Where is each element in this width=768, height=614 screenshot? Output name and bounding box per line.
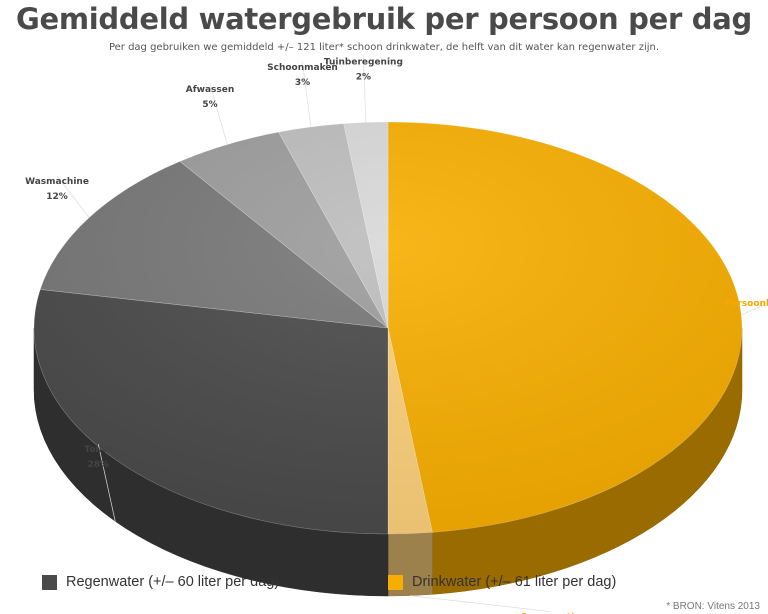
legend-label-regenwater: Regenwater (+/– 60 liter per dag)	[66, 574, 280, 590]
slice-label-wasmachine: Wasmachine	[25, 177, 89, 187]
page-title: Gemiddeld watergebruik per persoon per d…	[16, 2, 752, 36]
slice-label-consumptie: Consumptie	[520, 613, 580, 614]
slice-value-toilet: 28%	[88, 460, 110, 470]
legend-swatch-drinkwater	[388, 574, 403, 590]
legend-label-drinkwater: Drinkwater (+/– 61 liter per dag)	[412, 574, 617, 590]
slice-label-afwassen: Afwassen	[186, 85, 235, 95]
slice-label-schoonmaken: Schoonmaken	[267, 63, 338, 73]
leader-line-schoonmaken	[302, 62, 312, 128]
leader-line-tuinberegening	[363, 56, 367, 123]
slice-label-persoonlijke-hygi-ne: Persoonlijke hygiëne	[725, 299, 768, 309]
legend-swatch-regenwater	[42, 574, 57, 590]
slice-value-afwassen: 5%	[202, 100, 217, 110]
slice-value-wasmachine: 12%	[46, 192, 68, 202]
leader-line-afwassen	[209, 84, 228, 145]
leader-line-toilet	[97, 443, 116, 522]
slice-value-tuinberegening: 2%	[356, 73, 371, 83]
legend-item-drinkwater: Drinkwater (+/– 61 liter per dag)	[388, 574, 616, 590]
leader-line-consumptie	[410, 595, 551, 612]
legend-item-regenwater: Regenwater (+/– 60 liter per dag)	[42, 574, 279, 590]
page-subtitle: Per dag gebruiken we gemiddeld +/– 121 l…	[108, 42, 660, 53]
leader-line-wasmachine	[56, 175, 90, 218]
leader-line-persoonlijke-hygi-ne	[741, 302, 768, 316]
slice-value-schoonmaken: 3%	[295, 78, 310, 88]
source-note: * BRON: Vitens 2013	[666, 601, 760, 612]
slice-label-tuinberegening: Tuinberegening	[324, 58, 403, 68]
slice-label-toilet: Toilet	[84, 445, 112, 455]
